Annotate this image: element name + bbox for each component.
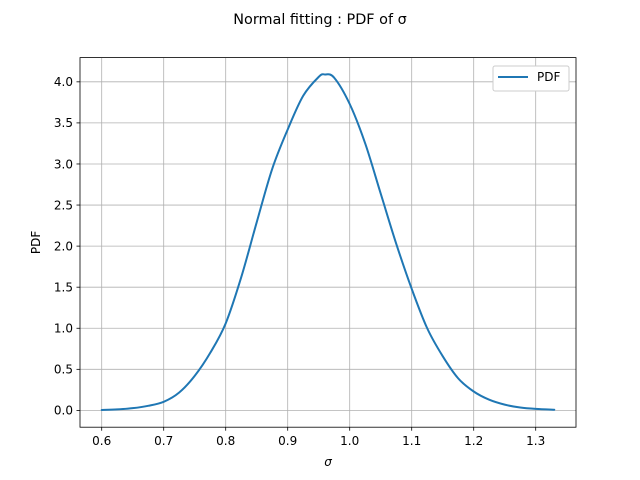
- series-layer: [100, 73, 556, 411]
- legend-label-pdf: PDF: [537, 70, 560, 84]
- x-tick-label: 0.9: [278, 434, 297, 448]
- plot-frame: [79, 57, 577, 428]
- y-tick-label: 0.0: [54, 404, 73, 418]
- x-tick-label: 1.0: [340, 434, 359, 448]
- x-tick-label: 0.8: [216, 434, 235, 448]
- y-tick-label: 2.0: [54, 239, 73, 253]
- y-axis-title: PDF: [29, 231, 43, 254]
- legend-box: [492, 65, 570, 92]
- x-axis-title: σ: [324, 455, 332, 469]
- x-tick-label: 0.7: [154, 434, 173, 448]
- x-tick-label: 0.6: [92, 434, 111, 448]
- x-tick-label: 1.1: [402, 434, 421, 448]
- series-line-1: [100, 73, 556, 411]
- y-tick-label: 1.5: [54, 280, 73, 294]
- y-tick-label: 0.5: [54, 363, 73, 377]
- y-tick-label: 4.0: [54, 75, 73, 89]
- x-tick-label: 1.3: [526, 434, 545, 448]
- y-tick-label: 1.0: [54, 322, 73, 336]
- y-tick-label: 2.5: [54, 198, 73, 212]
- grid-layer: [80, 57, 576, 428]
- y-tick-label: 3.0: [54, 157, 73, 171]
- axis-layer: 0.6 0.7 0.8 0.9 1.0 1.1 1.2 1.3 0.0 0.5 1.0 1.5 2.0 2…: [54, 75, 545, 448]
- y-tick-label: 3.5: [54, 116, 73, 130]
- legend: PDF: [492, 65, 570, 92]
- chart-title: Normal fitting : PDF of σ: [233, 12, 406, 28]
- x-tick-label: 1.2: [464, 434, 483, 448]
